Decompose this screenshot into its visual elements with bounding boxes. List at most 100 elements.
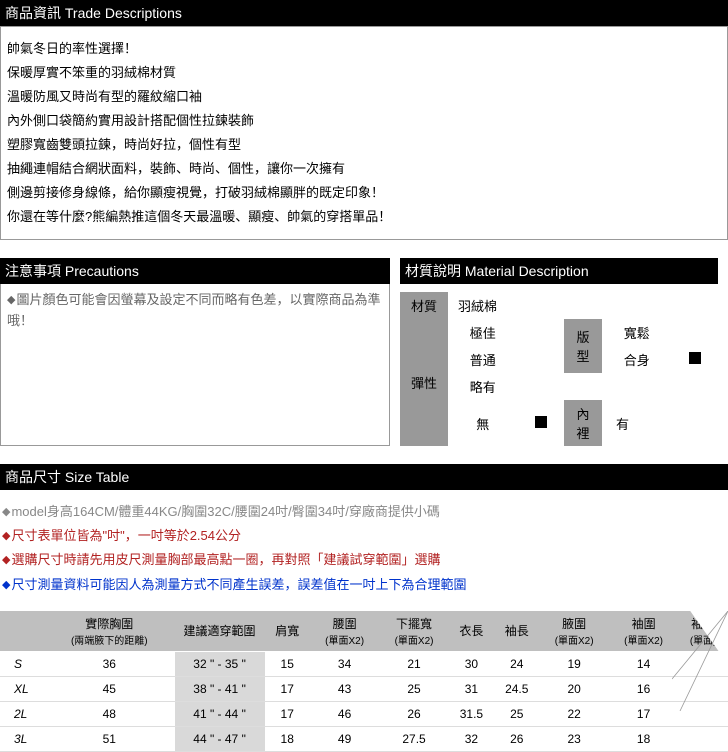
size-cell	[678, 726, 728, 751]
trade-line: 側邊剪接修身線條，給你顯瘦視覺，打破羽絨棉顯胖的既定印象！	[7, 181, 721, 205]
size-cell: 48	[44, 701, 175, 726]
precautions-text: 圖片顏色可能會因螢幕及設定不同而略有色差，以實際商品為準哦！	[7, 292, 380, 328]
elastic-opt: 略有	[448, 373, 518, 400]
elastic-opt: 極佳	[448, 319, 518, 346]
size-cell: 46	[310, 701, 379, 726]
col-hem: 下擺寬(單面X2)	[379, 611, 448, 652]
size-cell: 21	[379, 651, 448, 676]
elastic-mark	[518, 373, 564, 400]
diamond-icon: ◆	[2, 530, 10, 542]
size-cell: 20	[539, 676, 608, 701]
elastic-opt: 無	[448, 400, 518, 446]
size-cell: 44 " - 47 "	[175, 726, 265, 751]
col-length: 衣長	[449, 611, 494, 652]
material-header: 材質說明 Material Description	[400, 258, 718, 284]
col-blank	[0, 611, 44, 652]
size-cell: 32 " - 35 "	[175, 651, 265, 676]
size-note: ◆尺寸表單位皆為"吋"，一吋等於2.54公分	[2, 524, 726, 548]
size-cell: 32	[449, 726, 494, 751]
size-cell: 23	[539, 726, 608, 751]
trade-line: 帥氣冬日的率性選擇！	[7, 37, 721, 61]
size-cell: 31	[449, 676, 494, 701]
size-cell: XL	[0, 676, 44, 701]
size-row: XL4538 " - 41 "1743253124.52016	[0, 676, 728, 701]
trade-line: 保暖厚實不笨重的羽絨棉材質	[7, 61, 721, 85]
elastic-mark	[518, 400, 564, 446]
diamond-icon: ◆	[2, 579, 10, 591]
elastic-opt: 普通	[448, 346, 518, 373]
diamond-icon: ◆	[7, 294, 15, 306]
size-cell: 27.5	[379, 726, 448, 751]
col-arm: 袖圍(單面X2)	[609, 611, 678, 652]
trade-line: 溫暖防風又時尚有型的羅紋縮口袖	[7, 85, 721, 109]
size-cell: 17	[265, 676, 310, 701]
size-cell: 45	[44, 676, 175, 701]
size-row: S3632 " - 35 "15342130241914	[0, 651, 728, 676]
size-cell: 3L	[0, 726, 44, 751]
size-cell: 25	[379, 676, 448, 701]
mat-label: 材質	[400, 292, 448, 319]
size-cell: 26	[494, 726, 539, 751]
size-cell: 38 " - 41 "	[175, 676, 265, 701]
precautions-header: 注意事項 Precautions	[0, 258, 390, 284]
corner-lines-icon	[672, 611, 728, 711]
col-shoulder: 肩寬	[265, 611, 310, 652]
size-cell: 24.5	[494, 676, 539, 701]
size-table-header-row: 實際胸圍(兩端腋下的距離) 建議適穿範圍 肩寬 腰圍(單面X2) 下擺寬(單面X…	[0, 611, 728, 652]
size-cell: 26	[379, 701, 448, 726]
elastic-mark	[518, 346, 564, 373]
size-cell: 2L	[0, 701, 44, 726]
size-cell: 18	[265, 726, 310, 751]
size-cell: 17	[265, 701, 310, 726]
fit-mark	[672, 319, 718, 346]
elastic-label: 彈性	[400, 319, 448, 446]
diamond-icon: ◆	[2, 506, 10, 518]
trade-line: 內外側口袋簡約實用設計搭配個性拉鍊裝飾	[7, 109, 721, 133]
trade-line: 塑膠寬齒雙頭拉鍊，時尚好拉，個性有型	[7, 133, 721, 157]
col-chest: 實際胸圍(兩端腋下的距離)	[44, 611, 175, 652]
trade-line: 抽繩連帽結合網狀面料，裝飾、時尚、個性，讓你一次擁有	[7, 157, 721, 181]
size-cell: 15	[265, 651, 310, 676]
size-cell: 30	[449, 651, 494, 676]
col-sleeve: 袖長	[494, 611, 539, 652]
precautions-section: 注意事項 Precautions ◆圖片顏色可能會因螢幕及設定不同而略有色差，以…	[0, 258, 390, 446]
lining-value: 有	[602, 400, 718, 446]
trade-header: 商品資訊 Trade Descriptions	[0, 0, 728, 26]
size-section: 商品尺寸 Size Table ◆model身高164CM/體重44KG/胸圍3…	[0, 464, 728, 751]
diamond-icon: ◆	[2, 554, 10, 566]
size-cell: 16	[609, 676, 678, 701]
size-cell: 17	[609, 701, 678, 726]
size-note: ◆尺寸測量資料可能因人為測量方式不同產生誤差，誤差值在一吋上下為合理範圍	[2, 573, 726, 597]
row-precautions-material: 注意事項 Precautions ◆圖片顏色可能會因螢幕及設定不同而略有色差，以…	[0, 258, 728, 446]
elastic-mark	[518, 319, 564, 346]
trade-descriptions-section: 商品資訊 Trade Descriptions 帥氣冬日的率性選擇！ 保暖厚實不…	[0, 0, 728, 240]
size-cell: 36	[44, 651, 175, 676]
fit-opt: 合身	[602, 346, 672, 373]
size-cell: 43	[310, 676, 379, 701]
size-cell: 19	[539, 651, 608, 676]
size-note: ◆model身高164CM/體重44KG/胸圍32C/腰圍24吋/臀圍34吋/穿…	[2, 500, 726, 524]
col-waist: 腰圍(單面X2)	[310, 611, 379, 652]
size-cell: 18	[609, 726, 678, 751]
trade-line: 你還在等什麼?熊編熱推這個冬天最溫暖、顯瘦、帥氣的穿搭單品！	[7, 205, 721, 229]
fit-mark	[672, 346, 718, 373]
size-cell: 14	[609, 651, 678, 676]
material-table: 材質 羽絨棉 彈性 極佳 版型 寬鬆 普通 合身 略有	[400, 292, 718, 446]
fit-label: 版型	[564, 319, 602, 373]
lining-label: 內裡	[564, 400, 602, 446]
mat-value: 羽絨棉	[448, 292, 718, 319]
trade-body: 帥氣冬日的率性選擇！ 保暖厚實不笨重的羽絨棉材質 溫暖防風又時尚有型的羅紋縮口袖…	[0, 26, 728, 240]
size-cell: 51	[44, 726, 175, 751]
fit-opt: 寬鬆	[602, 319, 672, 346]
precautions-body: ◆圖片顏色可能會因螢幕及設定不同而略有色差，以實際商品為準哦！	[0, 284, 390, 446]
size-cell: 22	[539, 701, 608, 726]
size-cell: 49	[310, 726, 379, 751]
size-cell: 31.5	[449, 701, 494, 726]
col-range: 建議適穿範圍	[175, 611, 265, 652]
col-armhole: 腋圍(單面X2)	[539, 611, 608, 652]
size-cell: S	[0, 651, 44, 676]
size-cell: 25	[494, 701, 539, 726]
size-table: 實際胸圍(兩端腋下的距離) 建議適穿範圍 肩寬 腰圍(單面X2) 下擺寬(單面X…	[0, 611, 728, 752]
size-notes: ◆model身高164CM/體重44KG/胸圍32C/腰圍24吋/臀圍34吋/穿…	[0, 490, 728, 610]
material-section: 材質說明 Material Description 材質 羽絨棉 彈性 極佳 版…	[400, 258, 718, 446]
